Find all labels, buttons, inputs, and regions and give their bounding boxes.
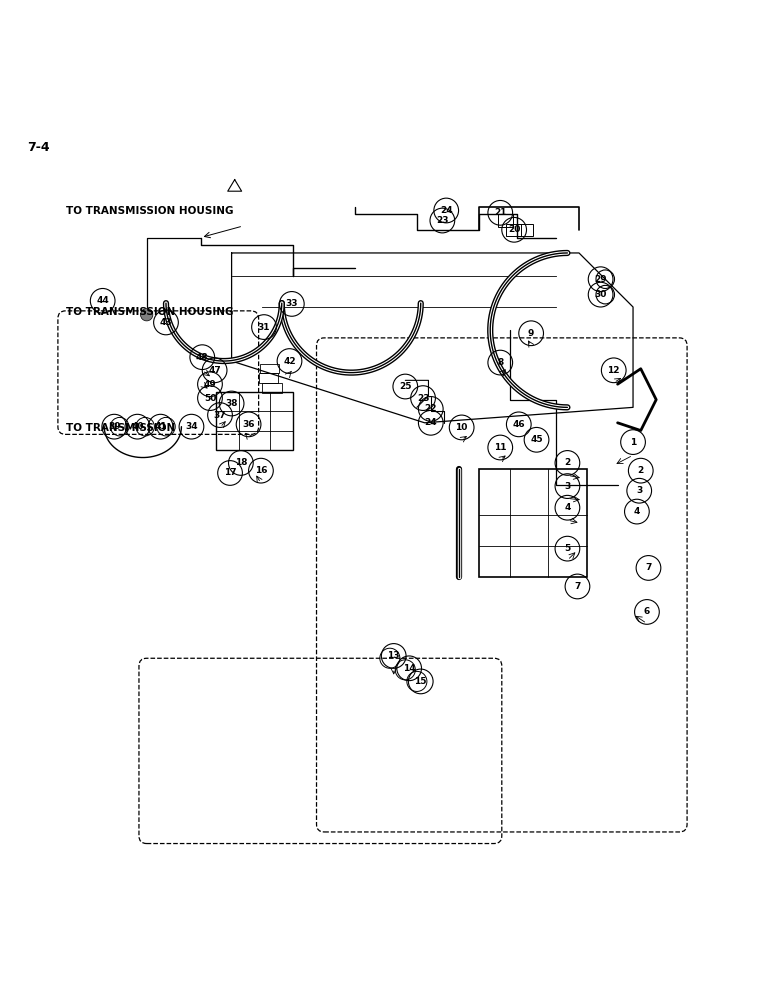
Text: 41: 41 — [154, 422, 167, 431]
Text: 34: 34 — [185, 422, 198, 431]
Text: 31: 31 — [258, 323, 270, 332]
Bar — [517, 224, 533, 236]
Text: 9: 9 — [528, 329, 534, 338]
Text: 47: 47 — [208, 366, 221, 375]
Text: 24: 24 — [425, 418, 437, 427]
Text: 36: 36 — [242, 420, 255, 429]
Text: 1: 1 — [630, 438, 636, 447]
Text: 7-4: 7-4 — [27, 141, 49, 154]
Text: 48: 48 — [196, 353, 208, 362]
Text: 20: 20 — [508, 225, 520, 234]
Text: 17: 17 — [224, 468, 236, 477]
Text: 29: 29 — [594, 275, 607, 284]
Bar — [479, 469, 587, 577]
Circle shape — [141, 309, 153, 321]
Text: 22: 22 — [425, 404, 437, 413]
Bar — [260, 364, 279, 373]
Text: 42: 42 — [283, 357, 296, 366]
Text: 14: 14 — [403, 664, 415, 673]
Text: 11: 11 — [494, 443, 506, 452]
Text: 25: 25 — [399, 382, 411, 391]
Text: 50: 50 — [204, 394, 216, 403]
Text: 23: 23 — [417, 394, 429, 403]
Text: 2: 2 — [638, 466, 644, 475]
Text: 39: 39 — [108, 422, 120, 431]
Text: 18: 18 — [235, 458, 247, 467]
Text: 15: 15 — [415, 677, 427, 686]
Text: 4: 4 — [564, 503, 571, 512]
Text: 43: 43 — [160, 318, 172, 327]
Text: 33: 33 — [286, 299, 298, 308]
Bar — [216, 392, 293, 450]
Text: 46: 46 — [513, 420, 525, 429]
Text: 30: 30 — [594, 290, 607, 299]
Text: 7: 7 — [645, 563, 652, 572]
Bar — [498, 214, 513, 227]
Text: 45: 45 — [530, 435, 543, 444]
Text: 8: 8 — [497, 358, 503, 367]
Text: 44: 44 — [96, 296, 109, 305]
Text: 6: 6 — [644, 607, 650, 616]
Text: 12: 12 — [608, 366, 620, 375]
Text: 4: 4 — [634, 507, 640, 516]
Text: 37: 37 — [214, 411, 226, 420]
Text: TO TRANSMISSION HOUSING: TO TRANSMISSION HOUSING — [66, 206, 233, 216]
Text: 13: 13 — [388, 651, 400, 660]
Text: 3: 3 — [564, 482, 571, 491]
Text: 10: 10 — [455, 423, 468, 432]
Text: 23: 23 — [436, 216, 449, 225]
Text: 7: 7 — [574, 582, 581, 591]
Text: 38: 38 — [225, 399, 238, 408]
Text: TO TRANSMISSION HOUSING: TO TRANSMISSION HOUSING — [66, 307, 233, 317]
Bar — [259, 373, 278, 383]
Text: 2: 2 — [564, 458, 571, 467]
Bar — [262, 383, 282, 393]
Text: TO TRANSMISSION: TO TRANSMISSION — [66, 423, 175, 433]
Text: 3: 3 — [636, 486, 642, 495]
Text: 24: 24 — [440, 206, 452, 215]
Bar — [506, 224, 521, 236]
Text: 40: 40 — [131, 422, 144, 431]
Text: 16: 16 — [255, 466, 267, 475]
Text: 5: 5 — [564, 544, 571, 553]
Text: 49: 49 — [204, 380, 216, 389]
Text: 21: 21 — [494, 208, 506, 217]
